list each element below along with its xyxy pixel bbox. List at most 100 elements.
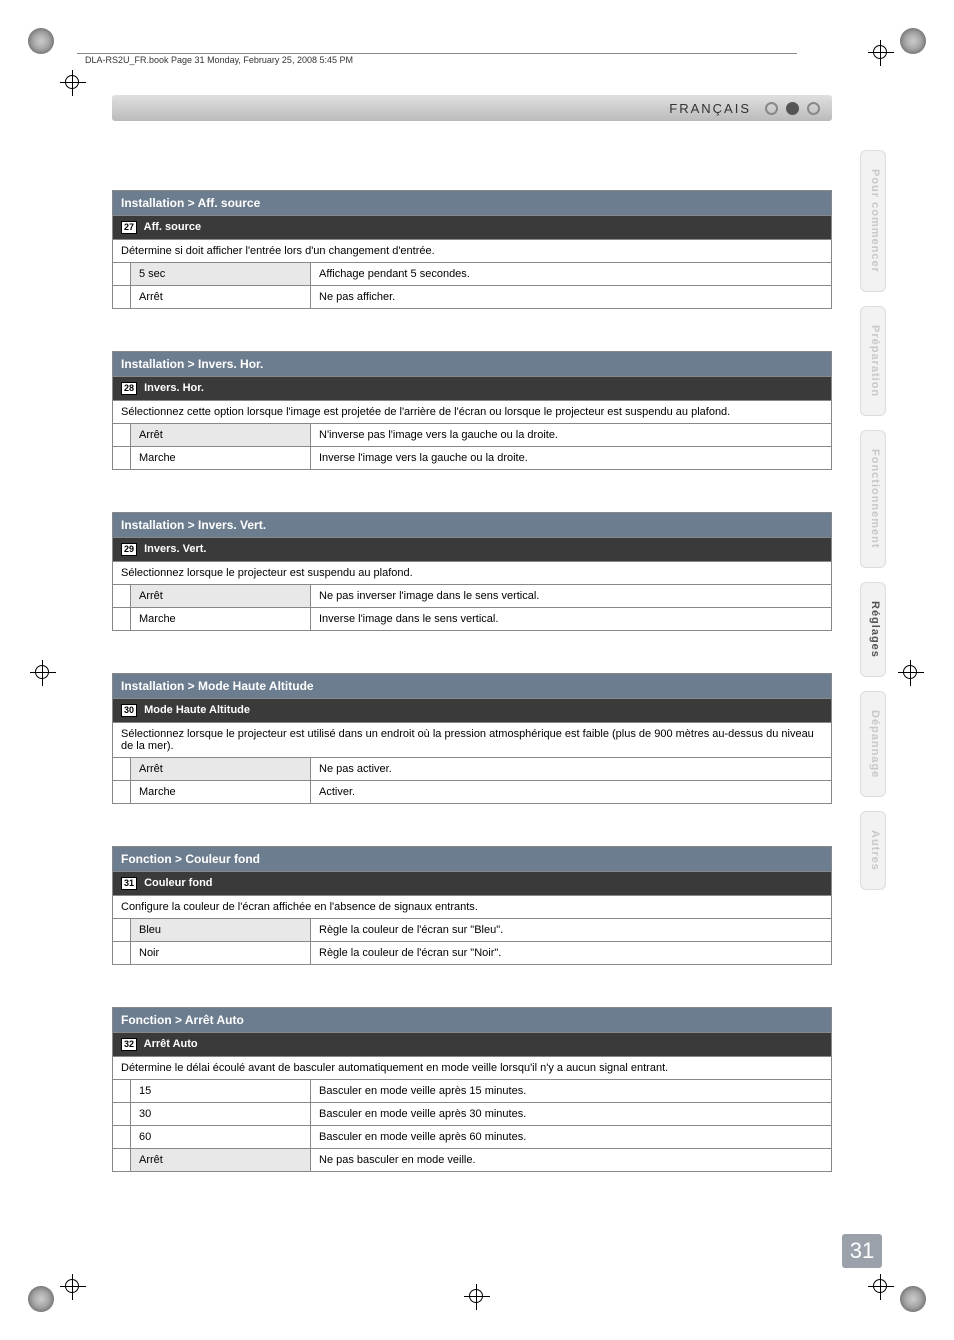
section-sub-label: Invers. Hor. <box>141 382 204 394</box>
page-content: Installation > Aff. source27 Aff. source… <box>112 190 832 1214</box>
option-key: Arrêt <box>131 424 311 447</box>
option-row: 15Basculer en mode veille après 15 minut… <box>113 1080 832 1103</box>
section-sub-label: Mode Haute Altitude <box>141 704 250 716</box>
option-key: Arrêt <box>131 286 311 309</box>
option-row: BleuRègle la couleur de l'écran sur "Ble… <box>113 919 832 942</box>
side-tab: Réglages <box>860 582 886 677</box>
section-header: Installation > Invers. Hor. <box>113 352 832 377</box>
print-header: DLA-RS2U_FR.book Page 31 Monday, Februar… <box>85 55 353 65</box>
section-header: Fonction > Couleur fond <box>113 847 832 872</box>
option-gutter <box>113 1103 131 1126</box>
section-subheader: 31 Couleur fond <box>113 872 832 896</box>
section-header: Installation > Invers. Vert. <box>113 513 832 538</box>
print-corner-dot <box>28 28 54 54</box>
print-corner-dot <box>28 1286 54 1312</box>
option-gutter <box>113 1126 131 1149</box>
option-key: 30 <box>131 1103 311 1126</box>
section-number-badge: 31 <box>121 877 137 890</box>
section-subheader: 29 Invers. Vert. <box>113 538 832 562</box>
settings-table: Installation > Aff. source27 Aff. source… <box>112 190 832 309</box>
side-tab: Préparation <box>860 306 886 416</box>
section-subheader: 32 Arrêt Auto <box>113 1033 832 1057</box>
option-value: Ne pas inverser l'image dans le sens ver… <box>311 585 832 608</box>
section-subheader: 27 Aff. source <box>113 216 832 240</box>
option-row: NoirRègle la couleur de l'écran sur "Noi… <box>113 942 832 965</box>
lang-dot <box>765 102 778 115</box>
option-value: Ne pas afficher. <box>311 286 832 309</box>
section-number-badge: 28 <box>121 382 137 395</box>
option-row: ArrêtN'inverse pas l'image vers la gauch… <box>113 424 832 447</box>
section-description: Détermine le délai écoulé avant de bascu… <box>113 1057 832 1080</box>
option-row: ArrêtNe pas basculer en mode veille. <box>113 1149 832 1172</box>
side-tab: Dépannage <box>860 691 886 797</box>
registration-mark <box>868 1274 894 1300</box>
option-gutter <box>113 758 131 781</box>
option-value: Inverse l'image vers la gauche ou la dro… <box>311 447 832 470</box>
option-gutter <box>113 585 131 608</box>
option-value: Basculer en mode veille après 15 minutes… <box>311 1080 832 1103</box>
option-key: Arrêt <box>131 1149 311 1172</box>
option-row: MarcheInverse l'image dans le sens verti… <box>113 608 832 631</box>
registration-mark <box>898 660 924 686</box>
option-key: 60 <box>131 1126 311 1149</box>
section-description: Configure la couleur de l'écran affichée… <box>113 896 832 919</box>
settings-table: Installation > Mode Haute Altitude 30 Mod… <box>112 673 832 804</box>
section-header: Fonction > Arrêt Auto <box>113 1008 832 1033</box>
option-key: Arrêt <box>131 758 311 781</box>
option-gutter <box>113 608 131 631</box>
registration-mark <box>464 1284 490 1310</box>
section-number-badge: 32 <box>121 1038 137 1051</box>
option-gutter <box>113 263 131 286</box>
print-corner-dot <box>900 1286 926 1312</box>
section-header: Installation > Mode Haute Altitude <box>113 674 832 699</box>
option-key: 5 sec <box>131 263 311 286</box>
option-gutter <box>113 1149 131 1172</box>
settings-table: Installation > Invers. Hor.28 Invers. Ho… <box>112 351 832 470</box>
option-key: Marche <box>131 781 311 804</box>
option-gutter <box>113 286 131 309</box>
option-value: N'inverse pas l'image vers la gauche ou … <box>311 424 832 447</box>
side-tabs: Pour commencerPréparationFonctionnementR… <box>860 150 886 890</box>
option-key: Bleu <box>131 919 311 942</box>
option-gutter <box>113 942 131 965</box>
section-sub-label: Couleur fond <box>141 877 213 889</box>
option-row: ArrêtNe pas afficher. <box>113 286 832 309</box>
option-gutter <box>113 781 131 804</box>
option-key: Noir <box>131 942 311 965</box>
option-value: Activer. <box>311 781 832 804</box>
language-label: FRANÇAIS <box>669 101 751 116</box>
option-value: Règle la couleur de l'écran sur "Bleu". <box>311 919 832 942</box>
side-tab: Autres <box>860 811 886 890</box>
option-key: Marche <box>131 447 311 470</box>
option-row: ArrêtNe pas activer. <box>113 758 832 781</box>
registration-mark <box>60 1274 86 1300</box>
settings-table: Fonction > Arrêt Auto32 Arrêt AutoDéterm… <box>112 1007 832 1172</box>
option-row: MarcheInverse l'image vers la gauche ou … <box>113 447 832 470</box>
section-number-badge: 27 <box>121 221 137 234</box>
option-key: 15 <box>131 1080 311 1103</box>
option-value: Inverse l'image dans le sens vertical. <box>311 608 832 631</box>
option-gutter <box>113 447 131 470</box>
section-sub-label: Arrêt Auto <box>141 1038 198 1050</box>
option-key: Arrêt <box>131 585 311 608</box>
registration-mark <box>60 70 86 96</box>
settings-table: Fonction > Couleur fond31 Couleur fondCo… <box>112 846 832 965</box>
section-header: Installation > Aff. source <box>113 191 832 216</box>
language-bar: FRANÇAIS <box>112 95 832 121</box>
option-row: 30Basculer en mode veille après 30 minut… <box>113 1103 832 1126</box>
section-sub-label: Invers. Vert. <box>141 543 206 555</box>
section-description: Sélectionnez lorsque le projecteur est s… <box>113 562 832 585</box>
option-value: Basculer en mode veille après 30 minutes… <box>311 1103 832 1126</box>
section-description: Sélectionnez cette option lorsque l'imag… <box>113 401 832 424</box>
side-tab: Fonctionnement <box>860 430 886 568</box>
option-gutter <box>113 424 131 447</box>
option-gutter <box>113 1080 131 1103</box>
option-value: Affichage pendant 5 secondes. <box>311 263 832 286</box>
option-key: Marche <box>131 608 311 631</box>
option-value: Règle la couleur de l'écran sur "Noir". <box>311 942 832 965</box>
section-subheader: 28 Invers. Hor. <box>113 377 832 401</box>
section-sub-label: Aff. source <box>141 221 201 233</box>
option-value: Basculer en mode veille après 60 minutes… <box>311 1126 832 1149</box>
print-corner-dot <box>900 28 926 54</box>
section-number-badge: 30 <box>121 704 137 717</box>
